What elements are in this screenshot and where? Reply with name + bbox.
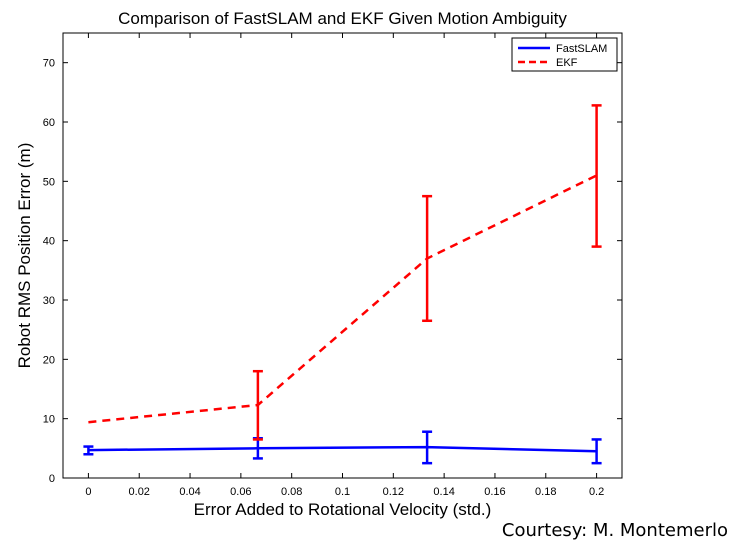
y-tick-label: 30: [43, 295, 55, 307]
legend-box: [511, 37, 618, 72]
legend-label-fastslam: FastSLAM: [556, 43, 607, 55]
y-tick-label: 20: [43, 354, 55, 366]
x-tick-label: 0.2: [589, 486, 604, 498]
legend-label-ekf: EKF: [556, 57, 578, 69]
y-tick-label: 10: [43, 414, 55, 426]
x-tick-label: 0.14: [433, 486, 454, 498]
y-tick-label: 0: [49, 473, 55, 485]
courtesy-credit: Courtesy: M. Montemerlo: [501, 520, 728, 541]
x-tick-label: 0.04: [179, 486, 200, 498]
series-line-fastslam: [88, 445, 597, 453]
x-tick-label: 0: [85, 486, 91, 498]
plot-frame: [62, 32, 623, 479]
series-line-ekf: [88, 174, 598, 424]
y-tick-label: 50: [43, 176, 55, 188]
x-tick-label: 0.1: [335, 486, 350, 498]
chart-title: Comparison of FastSLAM and EKF Given Mot…: [118, 9, 567, 28]
y-axis-label: Robot RMS Position Error (m): [15, 143, 34, 369]
y-tick-label: 60: [43, 117, 55, 129]
x-tick-label: 0.08: [281, 486, 302, 498]
x-tick-label: 0.18: [535, 486, 556, 498]
x-tick-label: 0.16: [484, 486, 505, 498]
x-tick-label: 0.12: [383, 486, 404, 498]
x-tick-label: 0.06: [230, 486, 251, 498]
x-tick-label: 0.02: [129, 486, 150, 498]
y-tick-label: 40: [43, 236, 55, 248]
y-tick-label: 70: [43, 58, 55, 70]
x-axis-label: Error Added to Rotational Velocity (std.…: [194, 500, 492, 519]
